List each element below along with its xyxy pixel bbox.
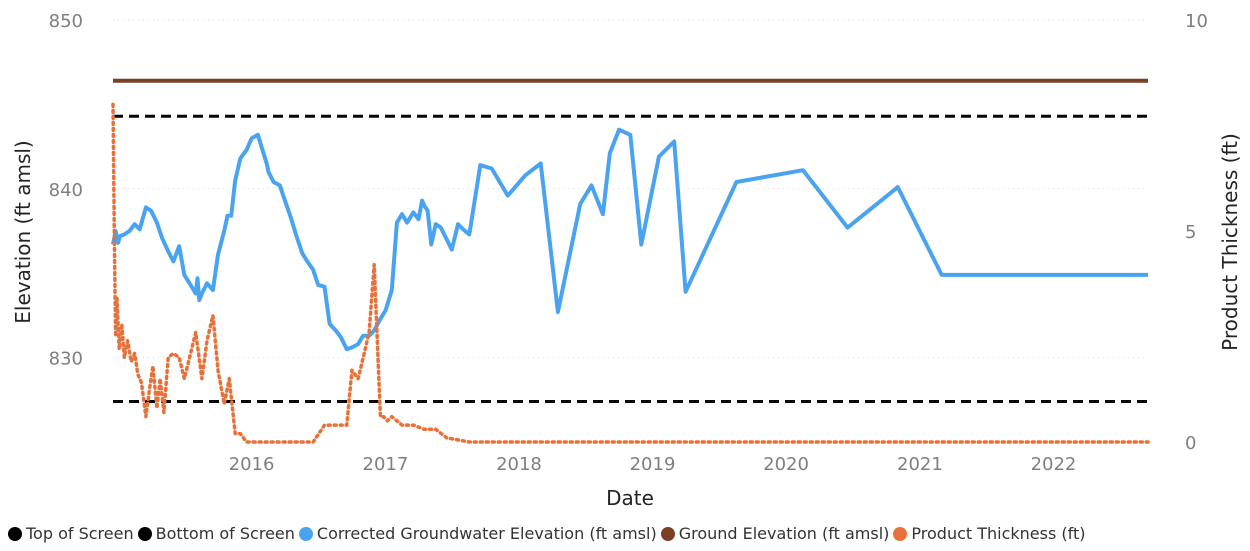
legend-label: Bottom of Screen [155,524,295,543]
legend-marker-icon [298,526,313,541]
y2-axis-title: Product Thickness (ft) [1218,133,1242,351]
y-tick-label: 850 [49,11,83,32]
x-tick-label: 2021 [897,454,943,475]
y2-tick-label: 0 [1185,433,1196,454]
legend: Top of Screen Bottom of Screen Corrected G… [8,524,1090,543]
x-tick-label: 2018 [496,454,542,475]
legend-item[interactable]: Top of Screen [8,524,134,543]
x-axis-title: Date [606,486,654,510]
legend-label: Ground Elevation (ft amsl) [678,524,890,543]
axis-layer: 830 840 850 0 5 10 2016 2017 2018 2019 2020 2021 202… [49,11,1208,475]
y-axis-title: Elevation (ft amsl) [11,140,35,323]
y-tick-label: 840 [49,180,83,201]
y2-tick-label: 10 [1185,11,1208,32]
gridlines [113,19,1148,359]
legend-label: Top of Screen [26,524,134,543]
legend-item[interactable]: Corrected Groundwater Elevation (ft amsl… [298,524,657,543]
legend-item[interactable]: Ground Elevation (ft amsl) [660,524,890,543]
series-layer [111,78,1150,444]
legend-label: Corrected Groundwater Elevation (ft amsl… [316,524,657,543]
legend-marker-icon [8,526,22,541]
legend-marker-icon [137,526,152,541]
legend-label: Product Thickness (ft) [911,524,1086,543]
y2-tick-label: 5 [1185,222,1196,243]
legend-item[interactable]: Bottom of Screen [137,524,295,543]
x-tick-label: 2019 [630,454,676,475]
x-tick-label: 2022 [1031,454,1077,475]
series-line-4 [111,102,1150,444]
x-tick-label: 2020 [763,454,809,475]
x-tick-label: 2016 [229,454,275,475]
series-line-2 [111,127,1148,352]
legend-marker-icon [660,526,675,541]
legend-item[interactable]: Product Thickness (ft) [893,524,1086,543]
legend-marker-icon [893,526,908,541]
x-tick-label: 2017 [363,454,409,475]
y-tick-label: 830 [49,349,83,370]
